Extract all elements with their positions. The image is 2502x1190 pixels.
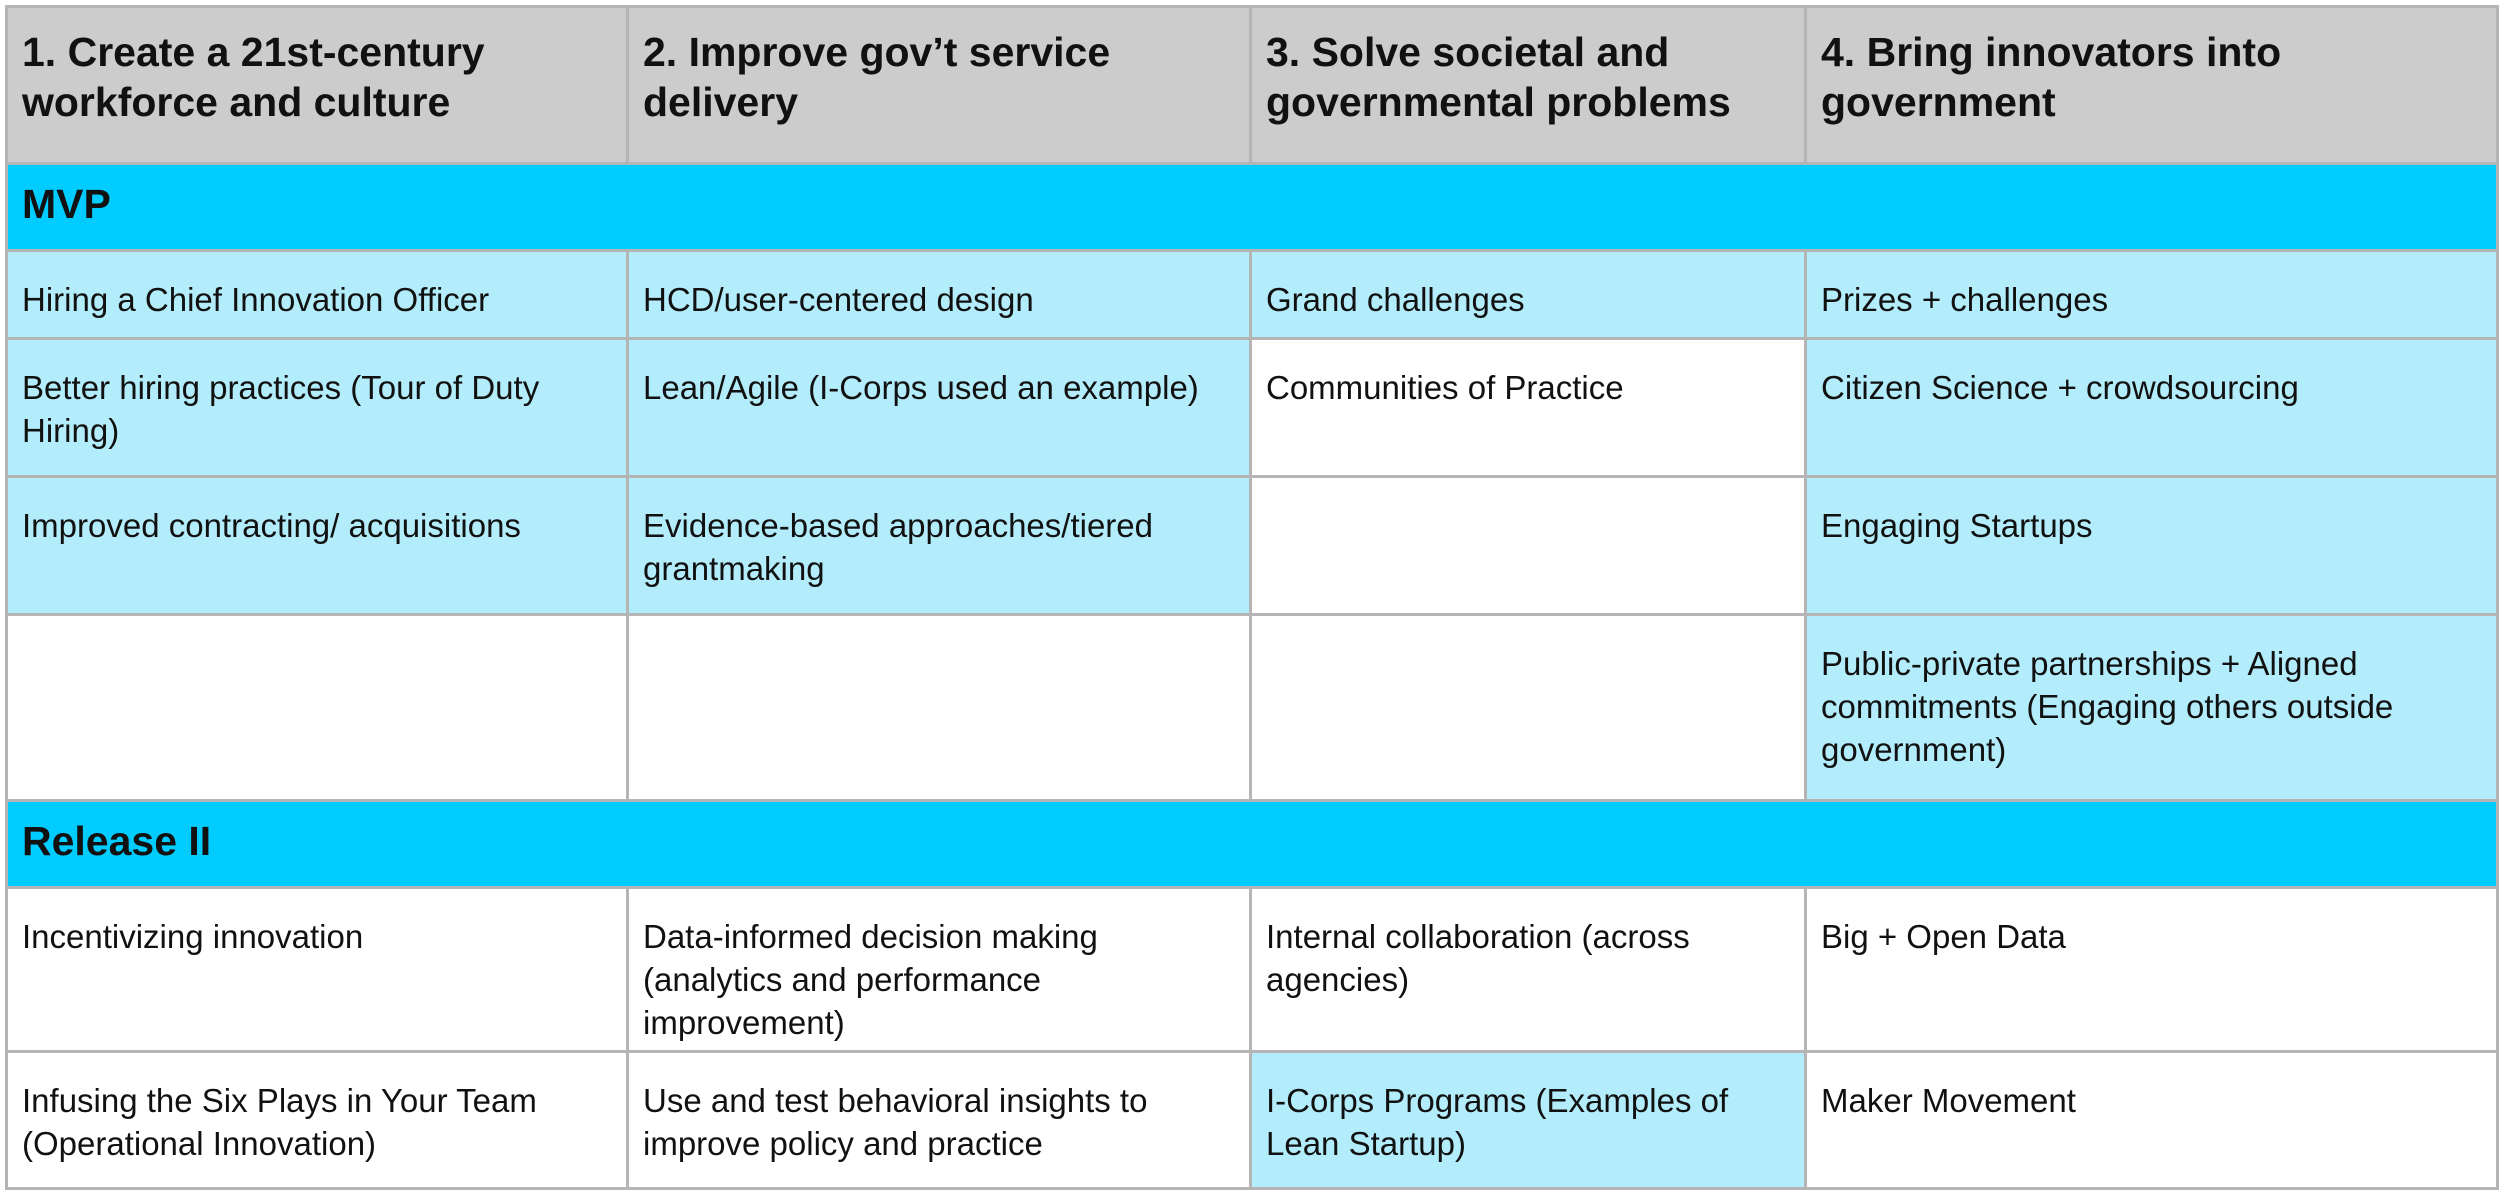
table-cell: Prizes + challenges: [1804, 249, 2499, 340]
table-cell: Maker Movement: [1804, 1050, 2499, 1190]
table-cell: Engaging Startups: [1804, 475, 2499, 616]
innovation-roadmap-table: 1. Create a 21st-century workforce and c…: [5, 5, 2499, 1190]
table-row: Public-private partnerships + Aligned co…: [5, 613, 2499, 802]
table-cell: Use and test behavioral insights to impr…: [626, 1050, 1252, 1190]
table-cell: Incentivizing innovation: [5, 886, 629, 1053]
header-cell-societal-problems: 3. Solve societal and governmental probl…: [1249, 5, 1807, 165]
table-row: Better hiring practices (Tour of Duty Hi…: [5, 337, 2499, 478]
table-row: Improved contracting/ acquisitions Evide…: [5, 475, 2499, 616]
header-cell-innovators: 4. Bring innovators into government: [1804, 5, 2499, 165]
table-cell-empty: [1249, 475, 1807, 616]
table-row: Incentivizing innovation Data-informed d…: [5, 886, 2499, 1053]
section-title-mvp: MVP: [5, 162, 2499, 252]
table-cell-empty: [5, 613, 629, 802]
table-cell: Internal collaboration (across agencies): [1249, 886, 1807, 1053]
header-cell-service-delivery: 2. Improve gov’t service delivery: [626, 5, 1252, 165]
table-cell: Better hiring practices (Tour of Duty Hi…: [5, 337, 629, 478]
table-cell: Public-private partnerships + Aligned co…: [1804, 613, 2499, 802]
table-cell-empty: [626, 613, 1252, 802]
table-cell: Citizen Science + crowdsourcing: [1804, 337, 2499, 478]
table-cell: Big + Open Data: [1804, 886, 2499, 1053]
table-cell: Grand challenges: [1249, 249, 1807, 340]
table-cell-empty: [1249, 613, 1807, 802]
table-row: Hiring a Chief Innovation Officer HCD/us…: [5, 249, 2499, 340]
table-cell: Improved contracting/ acquisitions: [5, 475, 629, 616]
table-row: Infusing the Six Plays in Your Team (Ope…: [5, 1050, 2499, 1190]
table-cell: Infusing the Six Plays in Your Team (Ope…: [5, 1050, 629, 1190]
header-cell-workforce: 1. Create a 21st-century workforce and c…: [5, 5, 629, 165]
header-row: 1. Create a 21st-century workforce and c…: [5, 5, 2499, 165]
section-row-release-ii: Release II: [5, 799, 2499, 889]
table-cell: HCD/user-centered design: [626, 249, 1252, 340]
section-row-mvp: MVP: [5, 162, 2499, 252]
table-cell: Communities of Practice: [1249, 337, 1807, 478]
table-cell: Evidence-based approaches/tiered grantma…: [626, 475, 1252, 616]
table-cell: Hiring a Chief Innovation Officer: [5, 249, 629, 340]
table-cell: I-Corps Programs (Examples of Lean Start…: [1249, 1050, 1807, 1190]
section-title-release-ii: Release II: [5, 799, 2499, 889]
table-cell: Lean/Agile (I-Corps used an example): [626, 337, 1252, 478]
table-container: 1. Create a 21st-century workforce and c…: [5, 5, 2499, 1190]
table-cell: Data-informed decision making (analytics…: [626, 886, 1252, 1053]
